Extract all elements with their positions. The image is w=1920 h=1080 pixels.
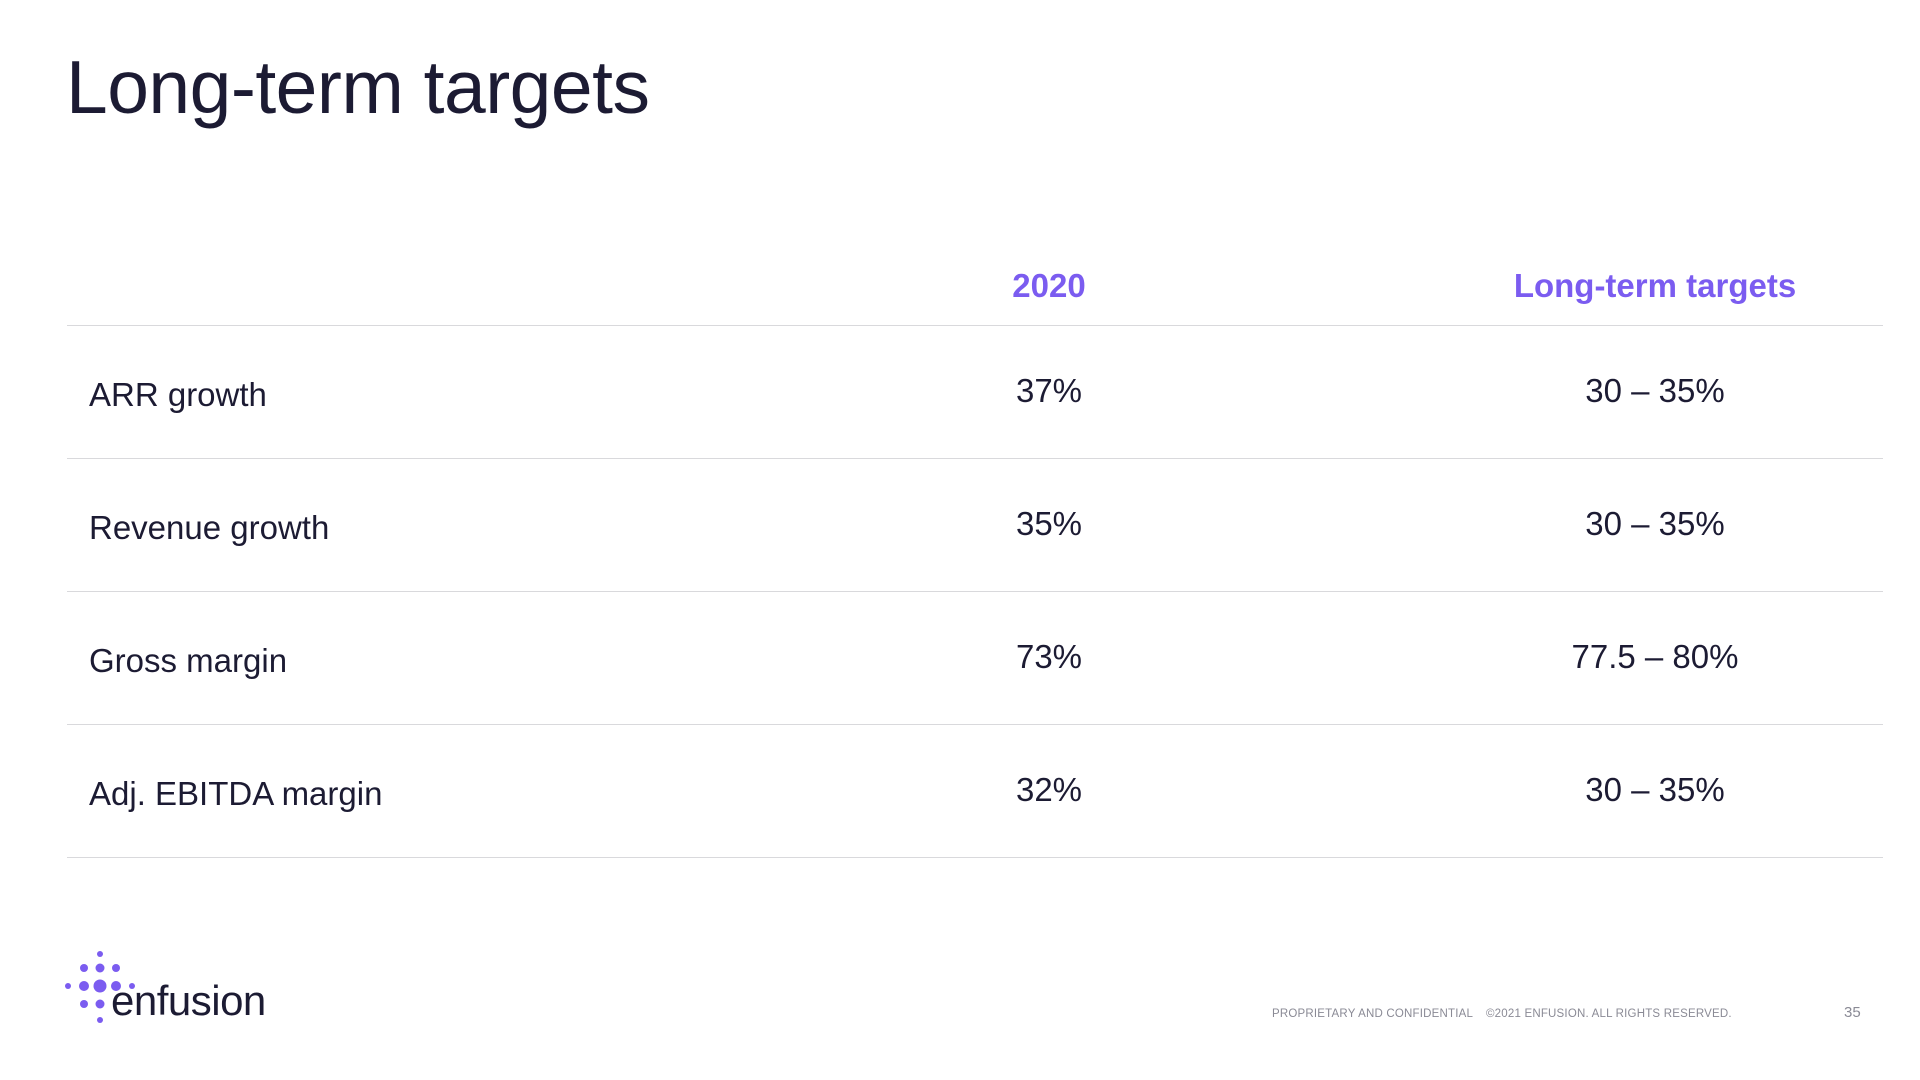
page-number: 35: [1844, 1004, 1861, 1021]
table-header-row: 2020 Long-term targets: [67, 257, 1883, 326]
value-2020: 35%: [1015, 505, 1083, 542]
row-label: Gross margin: [89, 642, 288, 679]
column-header-2020: 2020: [1012, 267, 1086, 304]
value-2020: 32%: [1015, 771, 1083, 808]
value-target: 77.5 – 80%: [1571, 638, 1739, 675]
table-row: Gross margin 73% 77.5 – 80%: [67, 592, 1883, 725]
row-label: Revenue growth: [89, 509, 330, 546]
copyright-notice: ©2021 ENFUSION. ALL RIGHTS RESERVED.: [1486, 1008, 1732, 1020]
company-logo: enfusion: [62, 948, 302, 1028]
table-row: Revenue growth 35% 30 – 35%: [67, 459, 1883, 592]
confidential-notice: PROPRIETARY AND CONFIDENTIAL: [1272, 1008, 1474, 1020]
logo-wordmark: enfusion: [111, 977, 266, 1024]
value-2020: 73%: [1015, 638, 1083, 675]
table-row: Adj. EBITDA margin 32% 30 – 35%: [67, 725, 1883, 858]
value-target: 30 – 35%: [1585, 372, 1725, 409]
column-header-metric: [89, 267, 789, 325]
column-header-long-term-targets: Long-term targets: [1513, 267, 1797, 304]
page-title: Long-term targets: [66, 45, 650, 129]
value-target: 30 – 35%: [1585, 771, 1725, 808]
row-label: ARR growth: [89, 376, 267, 413]
value-target: 30 – 35%: [1585, 505, 1725, 542]
row-label: Adj. EBITDA margin: [89, 775, 383, 812]
table-row: ARR growth 37% 30 – 35%: [67, 326, 1883, 459]
value-2020: 37%: [1015, 372, 1083, 409]
targets-table: 2020 Long-term targets ARR growth 37% 30…: [67, 257, 1883, 858]
dot-cluster-logo-icon: [65, 951, 135, 1023]
